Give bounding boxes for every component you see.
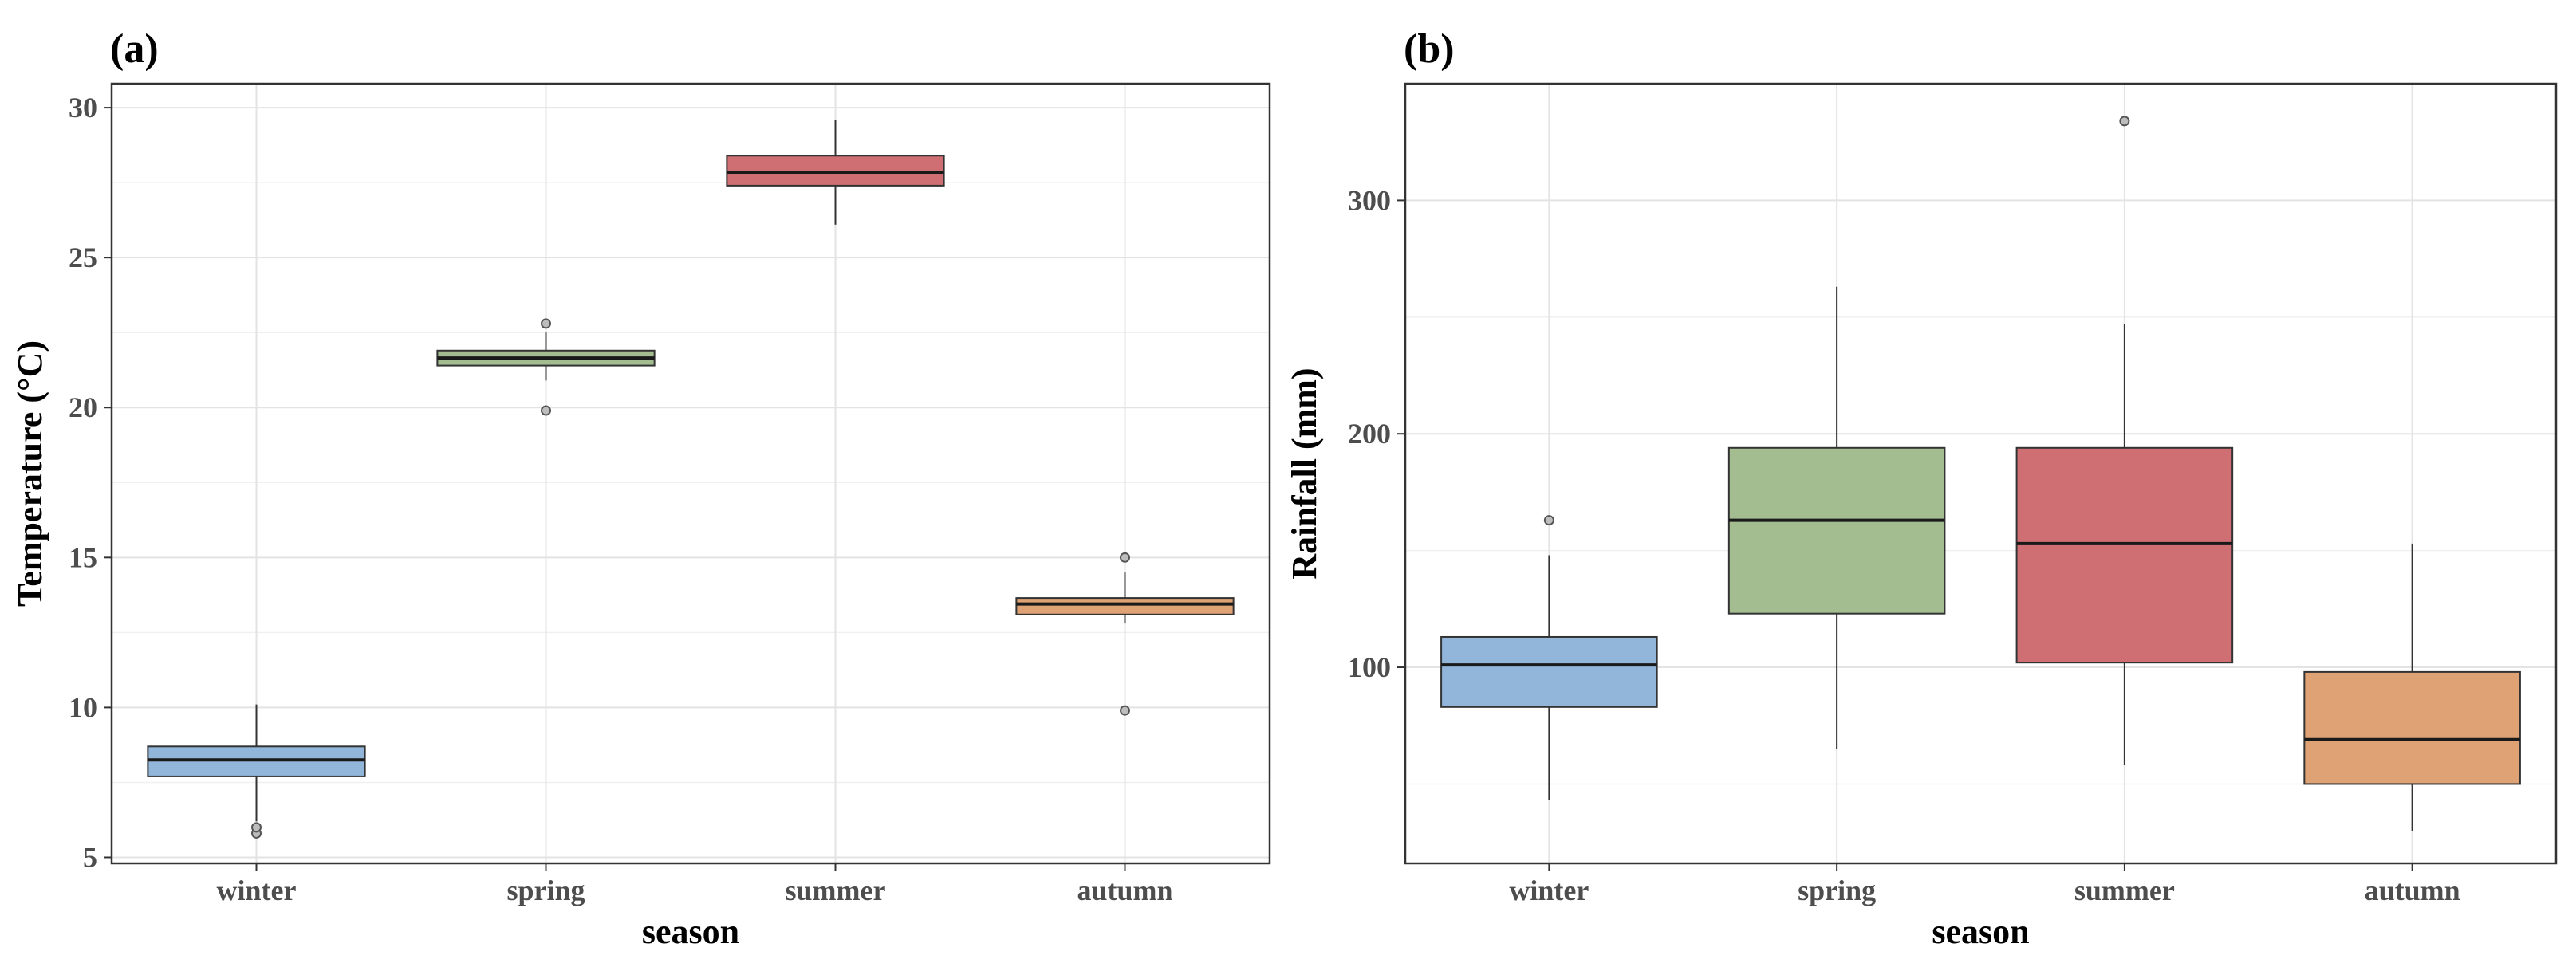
y-tick-label: 15 <box>69 541 97 573</box>
x-axis-title: season <box>642 912 739 951</box>
outlier-point <box>1120 552 1130 563</box>
y-axis-title: Temperature (°C) <box>10 340 49 607</box>
outlier-point <box>541 318 551 329</box>
box-spring <box>1727 286 1946 749</box>
y-tick-label: 200 <box>1348 418 1391 450</box>
outlier-point <box>1120 705 1130 716</box>
box-winter <box>1440 515 1658 800</box>
y-tick-label: 5 <box>83 841 97 873</box>
y-tick-label: 300 <box>1348 184 1391 216</box>
x-tick-label: autumn <box>2365 875 2460 906</box>
y-tick-label: 100 <box>1348 651 1391 683</box>
y-tick-label: 20 <box>69 391 97 423</box>
outlier-point <box>541 405 551 416</box>
x-tick-label: winter <box>217 875 297 906</box>
panel-b: 100 200 300 winter spring summer autumn season R… <box>1285 26 2558 951</box>
plot-area <box>112 84 1270 863</box>
x-tick-label: summer <box>2074 875 2175 906</box>
panel-label: (b) <box>1404 26 1455 72</box>
box-summer <box>726 120 945 225</box>
y-tick-label: 10 <box>69 691 97 723</box>
y-tick-label: 30 <box>69 92 97 124</box>
box-body <box>1015 597 1235 615</box>
box-summer <box>2015 116 2234 766</box>
x-axis-title: season <box>1932 912 2029 951</box>
box-spring <box>436 318 656 416</box>
box-autumn <box>2303 543 2521 831</box>
outlier-point <box>251 822 262 833</box>
panel-border <box>110 82 1271 865</box>
box-body <box>2015 446 2234 664</box>
outlier-point <box>1543 515 1554 526</box>
panel-label: (a) <box>110 26 159 72</box>
x-tick-label: spring <box>506 875 585 906</box>
panel-a: 5 10 15 20 25 30 winter spring summer autumn seaso… <box>10 26 1271 951</box>
box-autumn <box>1015 552 1235 716</box>
box-body <box>1727 446 1946 615</box>
y-tick-label: 25 <box>69 242 97 273</box>
x-tick-label: spring <box>1798 875 1876 906</box>
x-tick-label: winter <box>1509 875 1589 906</box>
outlier-point <box>2119 116 2130 127</box>
y-axis-title: Rainfall (mm) <box>1285 368 1324 579</box>
x-tick-label: autumn <box>1077 875 1172 906</box>
box-winter <box>147 704 366 839</box>
x-tick-label: summer <box>786 875 886 906</box>
box-body <box>1440 635 1658 708</box>
panel-border <box>1404 82 2558 865</box>
box-body <box>2303 670 2521 785</box>
